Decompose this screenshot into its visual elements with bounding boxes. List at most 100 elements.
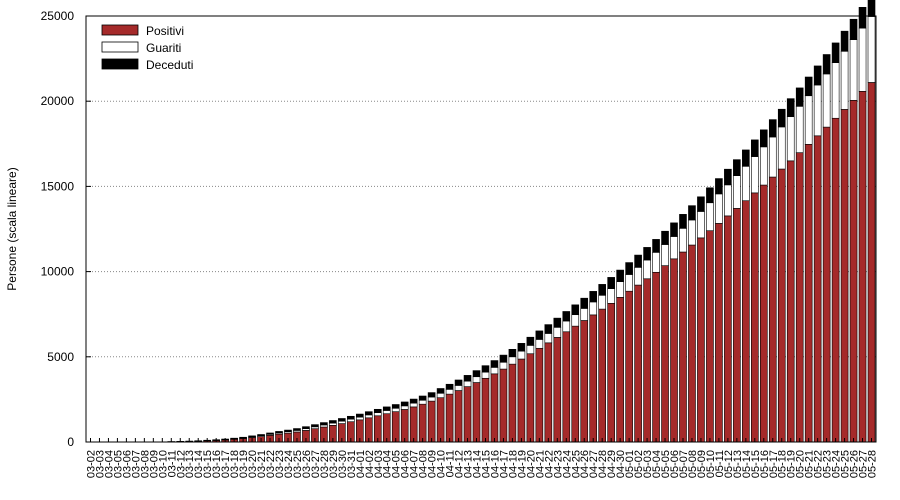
bar-deceduti bbox=[544, 324, 553, 334]
x-tick-label: 05-18 bbox=[777, 450, 789, 478]
x-tick-label: 05-19 bbox=[786, 450, 798, 478]
bar-guariti bbox=[706, 202, 714, 232]
bar-deceduti bbox=[813, 65, 822, 86]
bar-deceduti bbox=[598, 284, 606, 296]
bar-deceduti bbox=[481, 365, 490, 373]
x-tick-label: 04-26 bbox=[579, 450, 591, 478]
bar-deceduti bbox=[822, 54, 831, 75]
bar-guariti bbox=[670, 236, 678, 260]
x-tick-label: 03-12 bbox=[175, 450, 187, 478]
bar-guariti bbox=[724, 184, 732, 217]
bar-deceduti bbox=[571, 304, 580, 316]
x-tick-label: 05-09 bbox=[696, 450, 708, 478]
x-tick-label: 05-15 bbox=[750, 450, 762, 478]
bar-guariti bbox=[400, 405, 409, 410]
x-tick-label: 05-25 bbox=[840, 450, 852, 478]
bar-guariti bbox=[580, 308, 589, 321]
x-tick-label: 03-31 bbox=[346, 450, 358, 478]
bar-guariti bbox=[544, 333, 553, 344]
bar-positivi bbox=[804, 144, 813, 443]
bar-positivi bbox=[481, 377, 490, 443]
x-tick-label: 04-06 bbox=[400, 450, 412, 478]
x-tick-label: 05-06 bbox=[669, 450, 681, 478]
x-tick-label: 03-15 bbox=[202, 450, 214, 478]
bar-guariti bbox=[445, 389, 454, 395]
plot-frame bbox=[85, 15, 877, 443]
bar-deceduti bbox=[768, 119, 777, 138]
bar-guariti bbox=[571, 314, 580, 327]
x-tick-label: 04-14 bbox=[472, 450, 484, 478]
y-tick-label: 15000 bbox=[41, 179, 75, 193]
bar-positivi bbox=[679, 251, 687, 443]
bar-guariti bbox=[320, 424, 328, 428]
bar-positivi bbox=[724, 215, 732, 443]
bar-deceduti bbox=[347, 415, 355, 420]
x-tick-label: 04-05 bbox=[391, 450, 403, 478]
bar-guariti bbox=[759, 146, 768, 186]
bar-deceduti bbox=[409, 398, 418, 404]
x-tick-label: 05-01 bbox=[624, 450, 636, 478]
bar-guariti bbox=[356, 416, 364, 421]
legend-swatch-guariti bbox=[101, 41, 139, 53]
bar-deceduti bbox=[777, 108, 786, 128]
bar-positivi bbox=[535, 347, 544, 443]
bar-positivi bbox=[867, 82, 876, 443]
bar-deceduti bbox=[382, 406, 391, 411]
x-tick-label: 03-06 bbox=[121, 450, 133, 478]
bar-positivi bbox=[499, 368, 508, 443]
x-tick-label: 04-25 bbox=[570, 450, 582, 478]
legend-label-positivi: Positivi bbox=[146, 24, 184, 38]
bar-positivi bbox=[634, 284, 642, 443]
bar-positivi bbox=[391, 411, 400, 443]
bar-guariti bbox=[768, 136, 777, 178]
bar-deceduti bbox=[652, 239, 660, 253]
bar-positivi bbox=[382, 413, 391, 443]
bar-positivi bbox=[589, 314, 598, 443]
bar-positivi bbox=[418, 403, 427, 443]
bar-guariti bbox=[508, 356, 517, 365]
bar-positivi bbox=[436, 397, 445, 443]
bar-positivi bbox=[777, 168, 786, 443]
bar-positivi bbox=[795, 152, 804, 443]
bar-deceduti bbox=[643, 247, 651, 261]
y-tick-label: 25000 bbox=[41, 9, 75, 23]
bar-positivi bbox=[490, 373, 499, 443]
x-tick-label: 05-02 bbox=[633, 450, 645, 478]
bar-positivi bbox=[400, 409, 409, 443]
bar-guariti bbox=[661, 244, 669, 266]
x-tick-label: 04-18 bbox=[507, 450, 519, 478]
x-tick-label: 03-07 bbox=[130, 450, 142, 478]
x-tick-label: 03-30 bbox=[337, 450, 349, 478]
bar-guariti bbox=[652, 252, 660, 273]
x-tick-label: 03-26 bbox=[301, 450, 313, 478]
bar-deceduti bbox=[742, 149, 750, 167]
bar-guariti bbox=[347, 418, 355, 423]
bar-guariti bbox=[589, 301, 598, 316]
bar-deceduti bbox=[454, 379, 463, 386]
bar-guariti bbox=[795, 106, 804, 153]
bar-guariti bbox=[679, 228, 687, 253]
bar-guariti bbox=[338, 420, 346, 424]
bar-deceduti bbox=[724, 168, 732, 186]
x-tick-label: 03-16 bbox=[211, 450, 223, 478]
x-tick-label: 03-29 bbox=[328, 450, 340, 478]
bar-deceduti bbox=[275, 431, 283, 434]
bar-deceduti bbox=[517, 343, 526, 352]
bar-positivi bbox=[688, 244, 696, 443]
y-tick-label: 20000 bbox=[41, 94, 75, 108]
bar-positivi bbox=[580, 320, 589, 443]
x-tick-label: 03-09 bbox=[148, 450, 160, 478]
bar-guariti bbox=[427, 396, 436, 402]
bar-guariti bbox=[777, 126, 786, 170]
bar-deceduti bbox=[607, 277, 615, 289]
x-tick-label: 03-10 bbox=[157, 450, 169, 478]
bar-deceduti bbox=[266, 432, 274, 435]
bar-guariti bbox=[804, 95, 813, 145]
bar-deceduti bbox=[840, 30, 849, 52]
bar-positivi bbox=[759, 184, 768, 443]
bar-deceduti bbox=[751, 139, 759, 157]
x-tick-label: 04-04 bbox=[382, 450, 394, 478]
x-tick-label: 03-28 bbox=[319, 450, 331, 478]
bar-guariti bbox=[715, 193, 723, 224]
